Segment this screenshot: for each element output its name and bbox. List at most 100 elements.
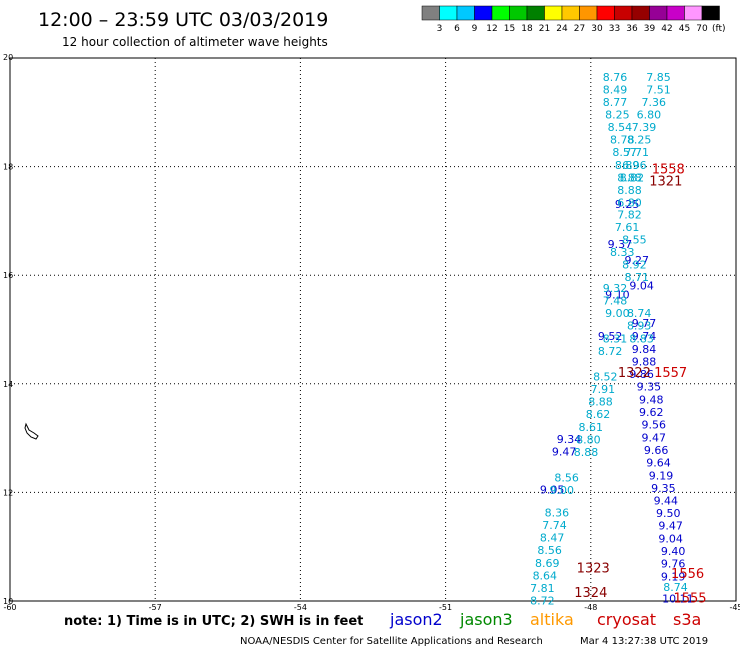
jason3-point-label: 7.51 [646, 83, 671, 96]
colorbar-label: 27 [574, 24, 585, 34]
colorbar-label: 24 [556, 24, 568, 34]
jason3-point-label: 8.71 [625, 271, 650, 284]
jason2-point-label: 9.47 [552, 446, 577, 459]
chart-title: 12:00 – 23:59 UTC 03/03/2019 [38, 9, 328, 31]
plot-area: 10 12 14 16 18 20 -60 -57 -54 -51 -48 -45 9.25 9.37… [3, 53, 740, 612]
colorbar-swatch [579, 5, 598, 21]
jason2-point-label: 9.10 [605, 289, 630, 302]
jason3-point-label: 7.71 [625, 146, 650, 159]
jason3-point-label: 9.00 [550, 484, 575, 497]
island-outline [24, 422, 39, 440]
y-tick-label: 16 [3, 271, 13, 280]
jason3-point-label: 8.80 [576, 434, 601, 447]
colorbar-label: 6 [454, 24, 460, 34]
colorbar-swatch [561, 5, 580, 21]
jason3-point-label: 8.88 [617, 184, 642, 197]
jason2-point-label: 9.47 [658, 520, 683, 533]
x-tick-label: -54 [294, 603, 307, 612]
colorbar-label: 12 [486, 24, 497, 34]
y-tick-labels: 10 12 14 16 18 20 [3, 53, 13, 606]
jason3-point-label: 7.36 [641, 96, 666, 109]
cryosat-point-label: 1323 [577, 561, 610, 576]
jason3-point-label: 8.49 [603, 83, 628, 96]
jason3-point-label: 8.56 [537, 544, 562, 557]
jason3-point-label: 8.47 [540, 531, 565, 544]
jason2-point-label: 9.50 [656, 507, 681, 520]
plot-frame [9, 57, 737, 602]
jason3-point-label: 7.48 [603, 295, 628, 308]
colorbar-label: 39 [644, 24, 656, 34]
jason3-point-label: 8.78 [610, 133, 635, 146]
x-tick-label: -48 [584, 603, 597, 612]
jason3-point-label: 8.57 [612, 146, 637, 159]
s3a-point-label: 1558 [652, 162, 685, 177]
jason3-point-label: 8.52 [593, 371, 618, 384]
colorbar-swatch [649, 5, 668, 21]
s3a-point-label: 1555 [673, 591, 706, 606]
legend-altika: altika [530, 610, 574, 629]
x-tick-label: -45 [729, 603, 740, 612]
colorbar-swatch [544, 5, 563, 21]
jason2-point-label: 9.35 [637, 381, 662, 394]
jason3-point-label: 8.88 [617, 171, 642, 184]
y-tick-label: 10 [3, 597, 13, 606]
jason3-point-label: 8.72 [530, 594, 555, 607]
colorbar-swatch [439, 5, 458, 21]
jason2-point-label: 9.34 [557, 433, 582, 446]
x-tick-label: -60 [3, 603, 16, 612]
colorbar-unit: (ft) [712, 24, 726, 34]
jason2-point-label: 9.64 [646, 457, 671, 470]
data-labels: 9.259.379.279.049.109.779.52 9.749.849.88… [530, 71, 706, 607]
jason2-point-label: 9.37 [608, 238, 633, 251]
jason3-point-label: 6.80 [637, 108, 662, 121]
y-tick-label: 18 [3, 163, 13, 172]
colorbar-label: 42 [661, 24, 672, 34]
colorbar-swatch [614, 5, 633, 21]
jason2-point-label: 9.40 [661, 545, 686, 558]
jason2-point-label: 9.44 [654, 495, 679, 508]
jason2-point-label: 9.66 [644, 444, 669, 457]
jason3-point-label: 8.88 [574, 446, 599, 459]
jason2-point-label: 9.52 [598, 330, 623, 343]
colorbar-swatch [596, 5, 615, 21]
jason3-point-label: 9.00 [605, 307, 630, 320]
colorbar-label: 18 [521, 24, 533, 34]
legend-cryosat: cryosat [597, 610, 656, 629]
jason3-point-label: 8.54 [608, 121, 633, 134]
legend-jason2: jason2 [389, 610, 443, 629]
jason2-point-label: 9.04 [658, 533, 683, 546]
x-tick-label: -51 [439, 603, 452, 612]
s3a-point-label: 1557 [654, 366, 687, 381]
jason2-point-label: 9.25 [615, 198, 640, 211]
cryosat-point-label: 1322 [618, 366, 651, 381]
jason3-point-label: 8.62 [586, 408, 611, 421]
colorbar-swatch [526, 5, 545, 21]
jason2-point-label: 9.77 [632, 317, 657, 330]
jason3-point-label: 6.96 [622, 159, 647, 172]
colorbar-swatch [666, 5, 685, 21]
colorbar-label: 3 [437, 24, 443, 34]
jason2-point-label: 9.47 [641, 432, 666, 445]
jason2-point-label: 9.76 [661, 558, 686, 571]
jason2-point-label: 10.11 [662, 592, 694, 605]
colorbar-swatch [631, 5, 650, 21]
jason3-point-label: 7.39 [632, 121, 657, 134]
colorbar-swatch [421, 5, 440, 21]
colorbar-label: 33 [609, 24, 620, 34]
grid-lines [10, 58, 736, 601]
jason3-point-label: 8.56 [554, 472, 579, 485]
colorbar-swatch [509, 5, 528, 21]
footer-timestamp: Mar 4 13:27:38 UTC 2019 [580, 636, 708, 647]
s3a-point-label: 1556 [671, 567, 704, 582]
jason3-point-label: 8.25 [627, 133, 652, 146]
jason3-point-label: 8.77 [603, 96, 628, 109]
y-tick-label: 14 [3, 380, 13, 389]
footer-credit: NOAA/NESDIS Center for Satellite Applica… [240, 636, 543, 647]
jason3-point-label: 8.74 [663, 581, 688, 594]
y-tick-label: 12 [3, 488, 13, 497]
colorbar-label: 30 [591, 24, 603, 34]
jason2-point-label: 9.74 [632, 330, 657, 343]
jason3-point-label: 8.72 [598, 345, 623, 358]
jason3-point-label: 8.55 [622, 233, 647, 246]
colorbar-swatch [456, 5, 475, 21]
